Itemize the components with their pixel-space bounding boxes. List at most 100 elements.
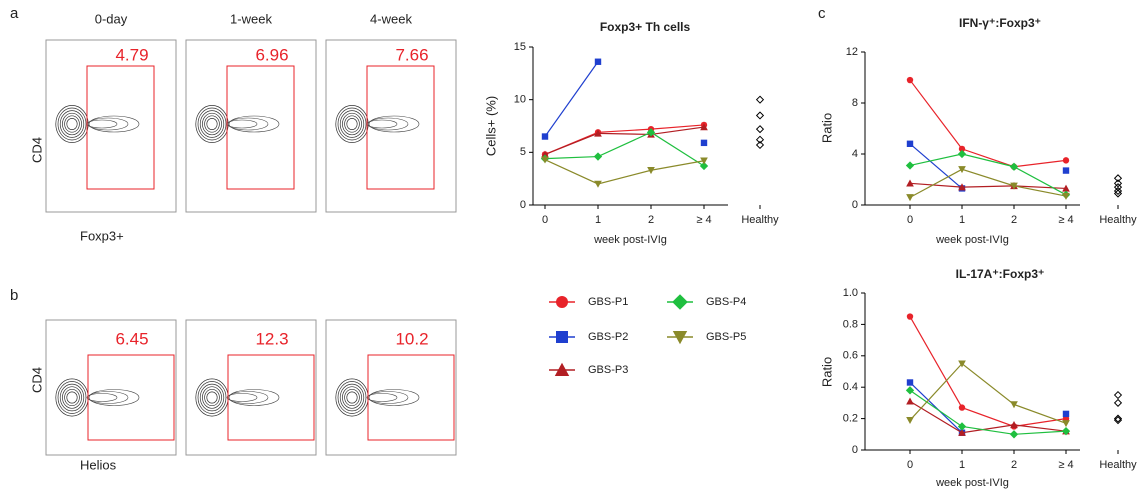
marker [957, 422, 967, 431]
x-tick-label: ≥ 4 [1058, 214, 1073, 226]
marker [958, 404, 966, 411]
x-axis-label: week post-IVIg [935, 477, 1009, 489]
x-tick-label: 0 [542, 214, 548, 226]
series-line [544, 61, 599, 137]
marker [646, 128, 656, 137]
contour [86, 119, 118, 129]
series-line [544, 159, 705, 185]
plot-frame [185, 319, 317, 456]
gate [87, 354, 175, 441]
contour [204, 388, 220, 407]
y-tick-label: 8 [852, 97, 858, 109]
series-line [544, 124, 705, 155]
contour [195, 378, 229, 417]
plot-frame [325, 39, 457, 213]
contour [62, 112, 82, 136]
marker [647, 167, 655, 175]
contour [204, 115, 220, 133]
marker [755, 111, 765, 120]
column-label: 4-week [370, 11, 412, 26]
gate-value: 6.45 [115, 329, 148, 348]
marker [554, 362, 570, 376]
marker [906, 194, 914, 202]
x-tick-label: ≥ 4 [696, 214, 711, 226]
x-tick-label: 0 [907, 459, 913, 471]
x-tick-label: 1 [959, 214, 965, 226]
y-axis-label: Ratio [819, 357, 834, 387]
marker [958, 183, 966, 191]
marker [541, 133, 549, 140]
y-tick-label: 0.4 [843, 381, 858, 393]
contour [66, 118, 78, 130]
marker [906, 140, 914, 147]
contour [59, 383, 85, 412]
y-tick-label: 15 [514, 41, 526, 53]
series-line [909, 168, 1067, 198]
contour [59, 110, 85, 138]
marker [958, 145, 966, 153]
marker [556, 296, 568, 308]
contour [339, 383, 365, 412]
series-line [909, 400, 1067, 434]
series-line [909, 316, 1067, 428]
contour [88, 389, 140, 406]
marker [958, 166, 966, 174]
contour [227, 391, 269, 404]
marker [1113, 398, 1123, 407]
x-tick-label: Healthy [741, 214, 779, 226]
marker [1062, 192, 1070, 200]
marker [958, 360, 966, 368]
contour [197, 107, 227, 141]
series-line [909, 362, 1067, 424]
gate-value: 7.66 [395, 45, 428, 64]
y-tick-label: 0 [852, 444, 858, 456]
column-label: 1-week [230, 11, 272, 26]
y-tick-label: 5 [520, 146, 526, 158]
gate [226, 65, 295, 190]
contour [346, 118, 358, 130]
marker [672, 294, 688, 310]
y-tick-label: 0 [852, 199, 858, 211]
y-tick-label: 10 [514, 94, 526, 106]
contour [339, 110, 365, 138]
gate [227, 354, 315, 441]
x-tick-label: 0 [907, 214, 913, 226]
plot-frame [185, 39, 317, 213]
marker [1009, 162, 1019, 171]
x-axis-label: week post-IVIg [935, 234, 1009, 246]
x-tick-label: 2 [1011, 459, 1017, 471]
series-line [909, 382, 963, 434]
gate-value: 6.96 [255, 45, 288, 64]
marker [1113, 390, 1123, 400]
marker [699, 161, 709, 171]
series-line [544, 126, 705, 155]
marker [755, 135, 765, 144]
chart-title: IL-17A⁺:Foxp3⁺ [956, 267, 1045, 281]
contour [87, 391, 129, 404]
marker [906, 416, 914, 425]
series-line [909, 79, 1067, 168]
marker [1062, 167, 1070, 174]
y-tick-label: 12 [846, 46, 858, 58]
gate [367, 354, 455, 441]
y-axis-label: Cells+ (%) [483, 96, 498, 156]
y-axis-label: Ratio [819, 113, 834, 143]
panel-letter: a [10, 5, 19, 22]
gate-value: 12.3 [255, 329, 288, 348]
y-axis-label: CD4 [29, 367, 44, 393]
marker [556, 331, 568, 343]
gate [366, 65, 435, 190]
contour [368, 115, 420, 133]
marker [700, 123, 708, 131]
y-tick-label: 1.0 [843, 287, 858, 299]
contour [199, 383, 225, 412]
marker [905, 161, 915, 170]
contour [226, 393, 258, 402]
column-label: 0-day [95, 11, 128, 26]
marker [958, 428, 966, 436]
plot-frame [45, 39, 177, 213]
series-line [909, 143, 963, 189]
contour [228, 389, 280, 406]
contour [342, 386, 362, 409]
